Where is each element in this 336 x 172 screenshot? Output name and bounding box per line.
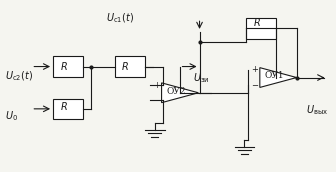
Text: −: − [251,81,258,90]
FancyBboxPatch shape [246,18,276,39]
FancyBboxPatch shape [53,56,83,77]
Text: $R$: $R$ [253,16,261,28]
FancyBboxPatch shape [53,99,83,119]
FancyBboxPatch shape [115,56,144,77]
Text: $R$: $R$ [60,60,68,72]
Text: $R$: $R$ [60,100,68,112]
Polygon shape [162,83,198,103]
Text: +: + [153,81,160,90]
Text: $R$: $R$ [121,60,129,72]
Text: +: + [251,65,258,74]
Text: $U_0$: $U_0$ [5,110,18,123]
Text: −: − [153,96,160,105]
Text: $U_{\mathrm{c1}}(t)$: $U_{\mathrm{c1}}(t)$ [106,12,134,25]
Polygon shape [260,68,297,87]
Text: $U_{\mathrm{зи}}$: $U_{\mathrm{зи}}$ [193,72,209,85]
Text: ОУ2: ОУ2 [166,87,186,96]
Text: $U_{\mathrm{c2}}(t)$: $U_{\mathrm{c2}}(t)$ [5,70,33,83]
Text: $U_{\mathrm{вых}}$: $U_{\mathrm{вых}}$ [306,103,328,117]
Text: ОУ1: ОУ1 [265,71,284,80]
